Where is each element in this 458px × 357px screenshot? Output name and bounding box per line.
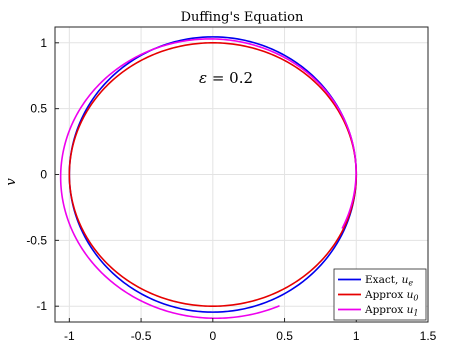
ticks: -1 -0.5 0 0.5 1 1.5 -1 -0.5 0 0.5 1: [26, 36, 436, 343]
epsilon-annotation: ε = 0.2: [199, 69, 253, 87]
x-tick-label: 1.5: [420, 329, 437, 343]
y-tick-label: -1: [36, 299, 47, 313]
series-line-2: [68, 41, 358, 308]
y-tick-label: -0.5: [26, 233, 47, 247]
series-line-3: [59, 38, 357, 320]
x-tick-label: 0.5: [276, 329, 293, 343]
epsilon-symbol: ε: [199, 69, 207, 87]
chart-title: Duffing's Equation: [181, 10, 304, 25]
y-tick-label: 0.5: [30, 102, 47, 116]
x-tick-label: -0.5: [131, 329, 152, 343]
x-tick-label: 1: [353, 329, 360, 343]
y-tick-label: 0: [40, 168, 47, 182]
x-tick-label: 0: [209, 329, 216, 343]
x-tick-label: -1: [64, 329, 75, 343]
legend-label: Approx u1: [364, 304, 419, 318]
y-tick-label: 1: [40, 36, 47, 50]
curves: [59, 36, 358, 320]
legend-label: Exact, ue: [365, 274, 413, 288]
epsilon-value: = 0.2: [207, 69, 253, 87]
y-axis-label: v: [4, 178, 19, 186]
legend-label: Approx u0: [364, 289, 419, 303]
